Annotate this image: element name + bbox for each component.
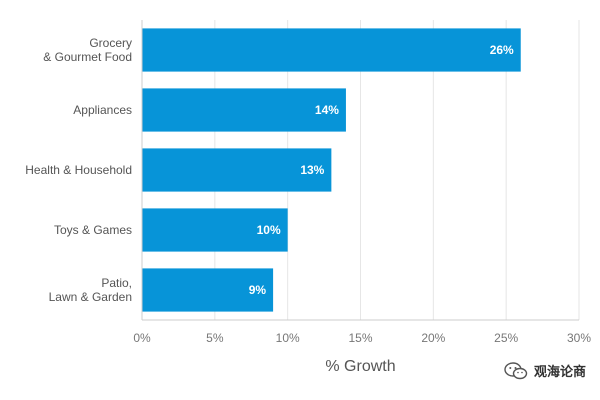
bar-value-label: 26% [490,43,514,57]
bar-value-label: 13% [300,163,324,177]
x-tick-label: 25% [494,331,518,345]
bar [142,148,332,192]
bar-value-label: 14% [315,103,339,117]
bar-value-label: 10% [257,223,281,237]
x-tick-label: 15% [348,331,372,345]
bar [142,28,521,72]
category-label-line: Appliances [73,103,132,117]
category-label-line: Patio, [101,276,132,290]
x-tick-label: 5% [206,331,224,345]
bar [142,208,288,252]
x-tick-label: 30% [567,331,591,345]
x-tick-label: 10% [276,331,300,345]
x-axis-title: % Growth [325,358,395,375]
category-label: Appliances [73,103,132,117]
category-label: Patio, Lawn & Garden [49,276,132,304]
category-label: Grocery & Gourmet Food [43,36,132,64]
category-label-line: Lawn & Garden [49,290,132,304]
bar [142,88,346,132]
category-label-line: Health & Household [25,163,132,177]
bars [142,28,521,312]
category-label-line: Toys & Games [54,223,132,237]
axes [141,20,579,321]
x-tick-label: 20% [421,331,445,345]
bar [142,268,274,312]
labels: 0% 5% 10% 15% 20% 25% 30% 26% Grocery & Gourmet F… [25,36,591,345]
wechat-icon [504,361,528,379]
watermark-text: 观海论商 [533,365,586,380]
category-label: Health & Household [25,163,132,177]
bar-value-label: 9% [249,283,267,297]
category-label-line: Grocery [89,36,132,50]
x-tick-label: 0% [133,331,151,345]
category-label-line: & Gourmet Food [43,50,132,64]
watermark: 观海论商 [504,361,586,380]
category-label: Toys & Games [54,223,132,237]
